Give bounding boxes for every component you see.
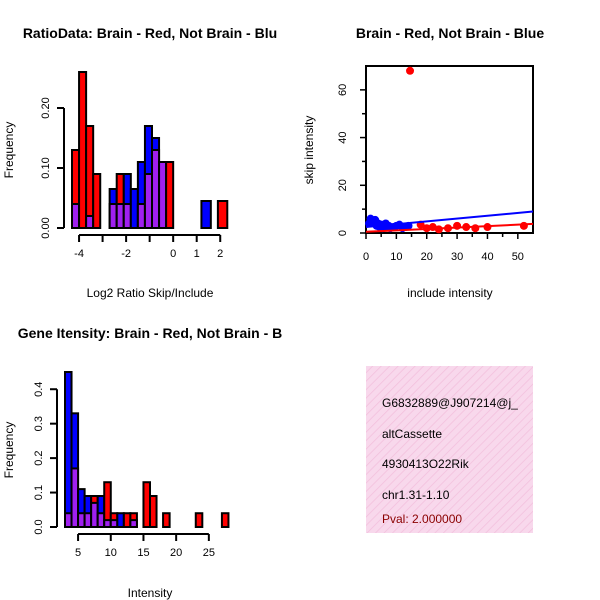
x-tick-label: 0 <box>170 248 176 260</box>
scatter-point-red-0 <box>406 66 415 75</box>
x-tick-label: 20 <box>421 251 433 263</box>
ratio-histogram-xlabel: Log2 Ratio Skip/Include <box>87 286 214 300</box>
x-tick-label: 50 <box>512 251 524 263</box>
histogram-bar-brain-12 <box>165 161 175 229</box>
scatter-ylabel: skip intensity <box>302 116 316 185</box>
y-tick-label: 0.2 <box>33 450 45 465</box>
scatter-point-red-10 <box>519 221 528 230</box>
y-tick-label: 20 <box>337 179 349 191</box>
histogram-bar-brain-12 <box>149 495 158 528</box>
scatter-panel: Brain - Red, Not Brain - Blue 0 10 20 30 40 5… <box>302 25 544 300</box>
x-tick-label: 5 <box>75 547 81 559</box>
y-tick-label: 0.4 <box>33 382 45 397</box>
y-tick-label: 40 <box>337 131 349 143</box>
intensity-histogram-ylabel: Frequency <box>2 422 16 479</box>
y-tick-label: 0.0 <box>33 519 45 534</box>
event-type-text: altCassette <box>382 427 442 441</box>
x-tick-label: -4 <box>74 248 84 260</box>
x-tick-label: 2 <box>217 248 223 260</box>
y-tick-label: 0.00 <box>40 217 52 238</box>
histogram-bar-overlap-10 <box>151 149 161 229</box>
x-tick-label: 0 <box>363 251 369 263</box>
x-tick-label: 25 <box>203 547 215 559</box>
scatter-marks <box>365 66 534 234</box>
y-tick-label: 0.10 <box>40 157 52 178</box>
x-tick-label: 20 <box>170 547 182 559</box>
histogram-bar-overlap-4 <box>108 203 118 229</box>
regression-line-blue <box>365 210 534 229</box>
histogram-bar-brain-14 <box>194 512 204 529</box>
intensity-histogram-xlabel: Intensity <box>128 586 173 600</box>
intensity-histogram-title: Gene Itensity: Brain - Red, Not Brain - … <box>18 325 282 341</box>
histogram-bar-brain-13 <box>162 512 171 529</box>
histogram-bar-brain-2 <box>85 125 95 229</box>
x-tick-label: -2 <box>121 248 131 260</box>
histogram-bar-notbrain-13 <box>200 200 212 229</box>
histogram-bar-overlap-8 <box>136 203 146 229</box>
scatter-axes: 0 10 20 30 40 50 0 20 40 60 <box>337 84 524 263</box>
x-tick-label: 15 <box>137 547 149 559</box>
histogram-bar-brain-1 <box>78 71 88 229</box>
info-panel: G6832889@J907214@j_ altCassette 4930413O… <box>366 366 533 533</box>
scatter-point-red-8 <box>471 224 480 233</box>
histogram-bar-overlap-2 <box>85 215 95 229</box>
intensity-histogram-bars <box>64 371 230 529</box>
ratio-histogram-panel: RatioData: Brain - Red, Not Brain - Blu … <box>2 25 277 300</box>
y-tick-label: 0.1 <box>33 485 45 500</box>
x-tick-label: 10 <box>390 251 402 263</box>
x-tick-label: 1 <box>194 248 200 260</box>
histogram-bar-overlap-6 <box>122 203 132 229</box>
ratio-histogram-title: RatioData: Brain - Red, Not Brain - Blu <box>23 25 277 41</box>
intensity-histogram-panel: Gene Itensity: Brain - Red, Not Brain - … <box>2 325 282 600</box>
histogram-bar-brain-14 <box>216 200 229 229</box>
gene-name-text: 4930413O22Rik <box>382 457 470 471</box>
ratio-histogram-ylabel: Frequency <box>2 122 16 179</box>
y-tick-label: 0.3 <box>33 416 45 431</box>
scatter-title: Brain - Red, Not Brain - Blue <box>356 25 544 41</box>
histogram-bar-overlap-0 <box>71 203 81 229</box>
histogram-bar-overlap-10 <box>129 519 138 528</box>
intensity-histogram-axes: 5 10 15 20 25 0.0 0.1 0.2 0.3 0.4 <box>33 382 215 559</box>
x-tick-label: 40 <box>481 251 493 263</box>
histogram-bar-overlap-9 <box>143 173 154 229</box>
pval-text: Pval: 2.000000 <box>382 512 462 526</box>
histogram-bar-brain-15 <box>220 512 230 529</box>
histogram-bar-notbrain-7 <box>129 188 139 229</box>
y-tick-label: 60 <box>337 84 349 96</box>
scatter-xlabel: include intensity <box>407 286 492 300</box>
y-tick-label: 0.20 <box>40 97 52 118</box>
regression-line-red <box>365 222 534 233</box>
ratio-histogram-axes: -4 -2 0 2 1 0.00 0.10 0.20 <box>40 97 223 260</box>
location-text: chr1.31-1.10 <box>382 488 450 502</box>
event-id-text: G6832889@J907214@j_ <box>382 396 518 410</box>
histogram-bar-overlap-5 <box>115 203 125 229</box>
scatter-plot-box <box>365 65 534 234</box>
ratio-histogram-bars <box>71 71 229 229</box>
histogram-bar-brain-3 <box>92 173 102 229</box>
x-tick-label: 10 <box>105 547 117 559</box>
x-tick-label: 30 <box>451 251 463 263</box>
histogram-bar-overlap-11 <box>158 161 168 229</box>
y-tick-label: 0 <box>337 230 349 236</box>
info-panel-background <box>366 366 533 533</box>
